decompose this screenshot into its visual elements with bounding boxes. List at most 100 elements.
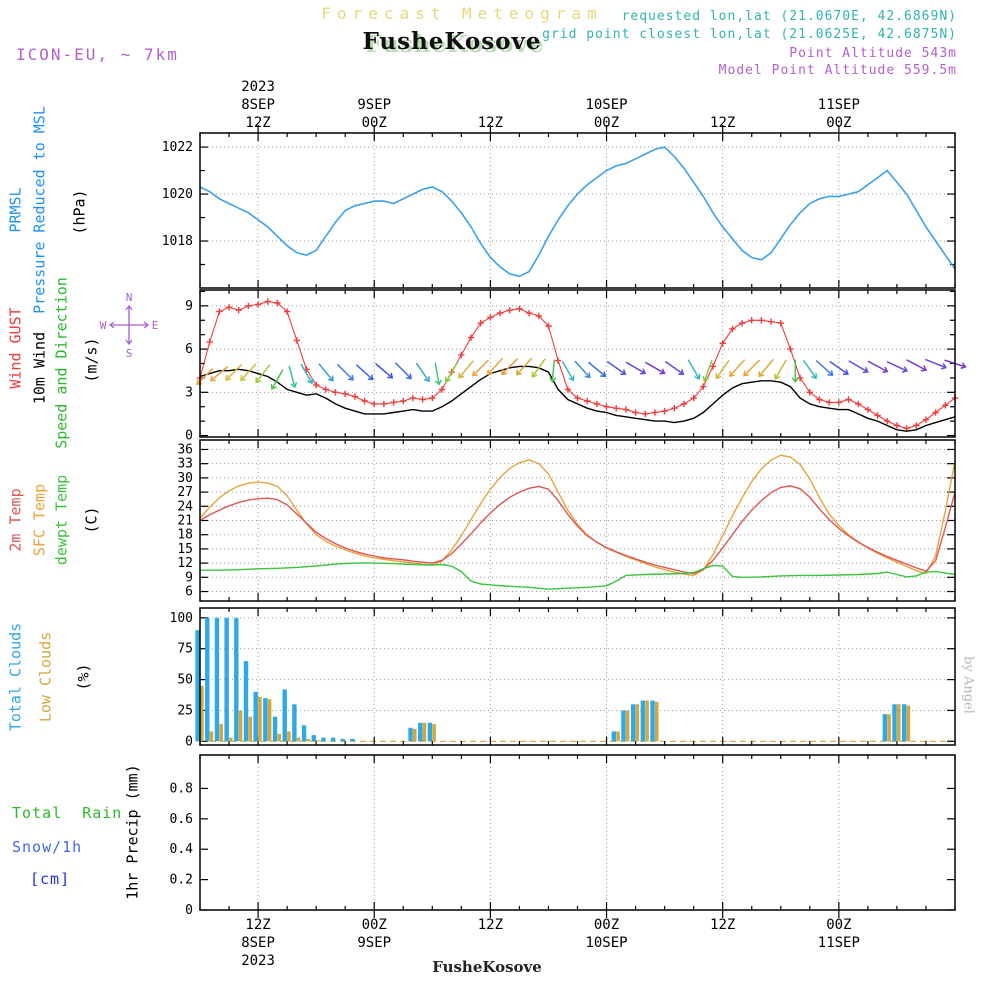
svg-text:9: 9 [185,299,193,314]
svg-text:33: 33 [177,457,193,472]
low-clouds-bar [896,704,901,742]
compass-north-label: N [126,291,133,304]
total-clouds-bar [282,689,287,742]
svg-text:00Z: 00Z [594,115,619,131]
wind-direction-arrow [773,359,787,380]
wind-direction-arrow [531,358,546,378]
wind-direction-arrow [729,359,746,377]
svg-text:12: 12 [177,556,193,571]
snow-units-label: [cm] [30,870,71,888]
total-clouds-bar [234,617,239,742]
panel-clouds: 0 25 50 75 100 [170,607,956,749]
svg-text:30: 30 [177,471,193,486]
svg-text:12Z: 12Z [710,115,735,131]
svg-text:0.8: 0.8 [170,781,193,796]
low-clouds-bar [625,710,630,742]
low-clouds-bar [654,701,659,742]
low-clouds-bar [258,696,262,742]
svg-text:9SEP: 9SEP [357,935,391,951]
wind-direction-arrow [486,357,504,376]
wind-direction-arrow [549,359,557,383]
wind-direction-arrow [702,360,713,383]
wind-direction-arrow [848,360,869,374]
svg-text:00Z: 00Z [594,917,619,933]
total-clouds-bar [408,727,413,742]
svg-text:12Z: 12Z [710,917,735,933]
series-dewpt-temp [200,562,956,590]
svg-text:6: 6 [185,342,193,357]
svg-text:10SEP: 10SEP [585,97,627,113]
svg-text:36: 36 [177,442,193,457]
total-clouds-bar [611,731,617,742]
total-clouds-bar [243,661,249,742]
total-clouds-bar [263,698,268,742]
low-clouds-bar [238,710,243,742]
svg-text:18: 18 [177,528,193,543]
snow-label: Snow/1h [12,838,83,856]
svg-text:12Z: 12Z [478,115,503,131]
total-clouds-bar [902,704,907,742]
footer-station-name: FusheKosove [432,958,542,976]
wind-direction-arrow [625,361,647,375]
wind-direction-arrow [867,360,889,373]
svg-text:1022: 1022 [162,140,193,155]
low-clouds-bar [645,700,649,742]
model-name: ICON-EU, ~ 7km [16,45,179,64]
svg-text:1020: 1020 [162,187,193,202]
svg-text:0.4: 0.4 [170,842,194,857]
svg-text:11SEP: 11SEP [818,935,860,951]
svg-text:00Z: 00Z [362,917,387,933]
low-clouds-bar [209,731,214,742]
wind-direction-arrow [288,365,298,389]
requested-coordinates: requested lon,lat (21.0670E, 42.6869N) [621,9,957,24]
svg-text:15: 15 [177,542,193,557]
total-clouds-bar [311,735,316,742]
svg-text:12Z: 12Z [245,917,270,933]
total-clouds-bar [640,700,646,742]
wind-direction-arrow [375,363,394,379]
total-clouds-bar [350,738,355,742]
low-clouds-bar [248,716,252,742]
panel-precip: 0 0.2 0.4 0.6 0.8 [170,754,956,918]
total-clouds-bar [427,722,433,742]
point-altitude: Point Altitude 543m [789,46,957,61]
wind-compass-legend: N S W E [100,291,159,360]
total-clouds-bar [205,617,210,742]
low-clouds-bar [296,737,301,742]
low-clouds-bar [887,714,891,742]
wind-direction-arrow [645,361,666,375]
wind-direction-arrow [687,359,701,380]
wind-direction-arrow [336,363,354,381]
total-clouds-bar [621,710,626,742]
station-title: FusheKosove [362,28,542,55]
series-10m-wind [199,365,956,432]
watermark-title: Forecast Meteogram [321,4,603,23]
low-clouds-bar [277,733,282,742]
svg-text:2023: 2023 [241,953,275,969]
low-clouds-bar [287,731,291,742]
wind-direction-arrow [471,359,490,377]
wind-direction-arrow [318,363,334,382]
svg-text:21: 21 [177,514,193,529]
svg-text:9: 9 [185,570,193,585]
credit-text: by Angel [960,656,976,714]
grid-point-coordinates: grid point closest lon,lat (21.0625E, 42… [542,27,957,42]
total-clouds-bar [650,700,655,742]
svg-text:00Z: 00Z [826,917,851,933]
svg-text:00Z: 00Z [826,115,851,131]
svg-text:10SEP: 10SEP [585,935,627,951]
wind-direction-arrow [574,360,591,379]
wind-direction-arrow [434,362,442,386]
panel-pressure: 1018 1020 1022 [162,132,956,289]
low-clouds-bar [432,724,436,742]
compass-east-label: E [152,319,159,332]
compass-south-label: S [126,347,133,360]
wind-direction-arrow [516,357,533,376]
svg-text:25: 25 [177,703,193,718]
wind-direction-arrow [758,358,774,378]
total-clouds-bar [882,714,888,742]
low-clouds-bar [635,704,640,742]
wind-direction-arrow [743,359,761,377]
